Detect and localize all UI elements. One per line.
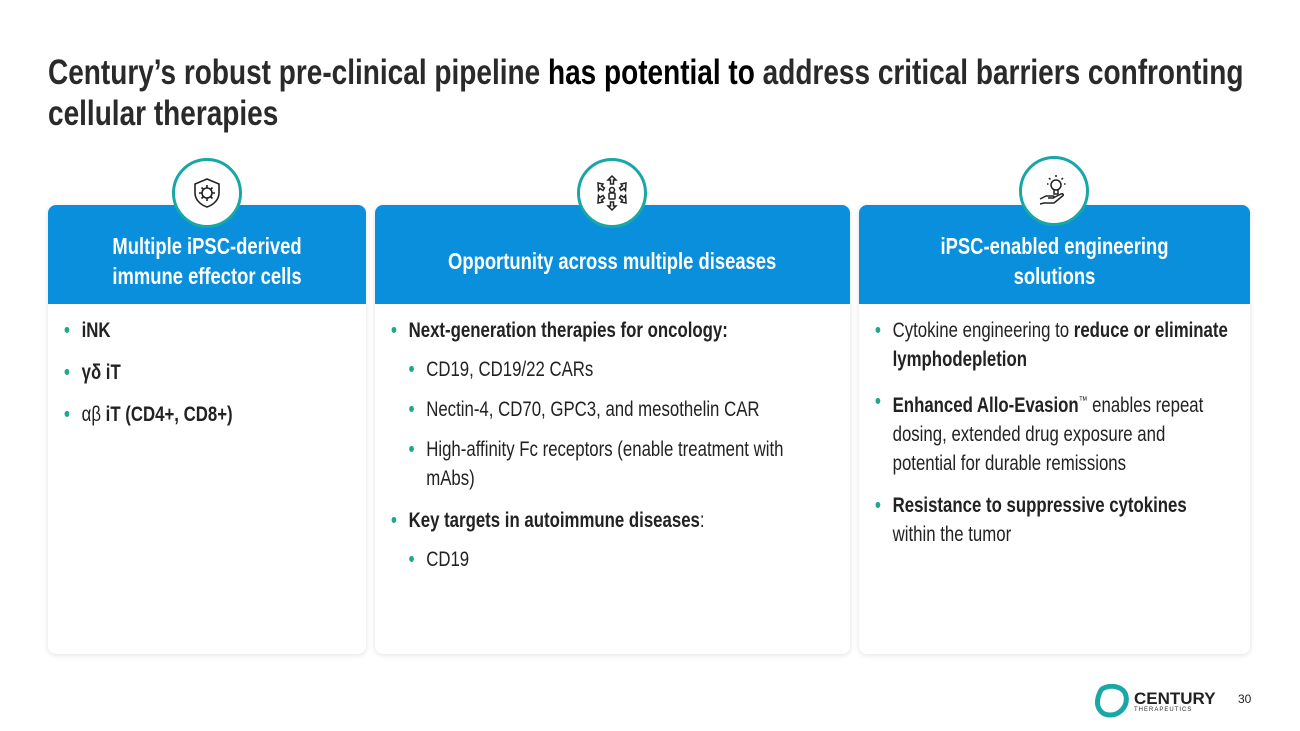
card-immune-cells: Multiple iPSC-derived immune effector ce… — [48, 205, 366, 654]
item-text: CD19 — [426, 548, 470, 571]
list-item: Nectin-4, CD70, GPC3, and mesothelin CAR — [409, 395, 807, 424]
trademark: ™ — [1078, 395, 1088, 407]
title-emphasis: has potential to — [547, 53, 755, 92]
logo-sub: THERAPEUTICS — [1134, 706, 1193, 713]
item-text: High-affinity Fc receptors (enable treat… — [426, 438, 784, 490]
item-text: : — [699, 509, 705, 532]
list-item: Next-generation therapies for oncology: … — [391, 316, 807, 493]
item-text: iNK — [81, 319, 111, 342]
card-header-text: Multiple iPSC-derived immune effector ce… — [112, 232, 302, 289]
arrows-out-person-icon — [577, 158, 647, 228]
item-text: iT (CD4+, CD8+) — [105, 403, 233, 426]
list-item: Cytokine engineering to reduce or elimin… — [875, 316, 1231, 374]
item-text: enables repeat dosing, extended drug exp… — [892, 394, 1204, 475]
century-logo: CENTURY THERAPEUTICS — [1094, 684, 1216, 718]
item-text: CD19, CD19/22 CARs — [426, 358, 594, 381]
list-item: iNK — [64, 316, 366, 345]
lightbulb-hand-icon — [1019, 156, 1089, 226]
title-part: address critical barriers confronting ce… — [48, 53, 1244, 133]
item-text: γδ iT — [81, 361, 121, 384]
shield-virus-icon — [172, 158, 242, 228]
list-item: CD19 — [409, 545, 807, 574]
card-diseases: Opportunity across multiple diseases Nex… — [375, 205, 850, 654]
item-text: Cytokine engineering to — [892, 319, 1074, 342]
logo-ring-icon — [1095, 684, 1129, 718]
list-item: αβ iT (CD4+, CD8+) — [64, 400, 366, 429]
item-text: within the tumor — [892, 523, 1012, 546]
item-text: Enhanced Allo-Evasion — [892, 394, 1079, 417]
logo-name: CENTURY — [1134, 688, 1216, 708]
list-item: γδ iT — [64, 358, 366, 387]
item-text: Resistance to suppressive cytokines — [892, 494, 1187, 517]
list-item: High-affinity Fc receptors (enable treat… — [409, 435, 807, 493]
list-item: Resistance to suppressive cytokines with… — [875, 491, 1231, 549]
item-text: Nectin-4, CD70, GPC3, and mesothelin CAR — [426, 398, 760, 421]
list-item: Key targets in autoimmune diseases: CD19 — [391, 506, 807, 574]
item-text: Next-generation therapies for oncology: — [408, 319, 728, 342]
card-header-text: iPSC-enabled engineering solutions — [940, 232, 1169, 289]
page-title: Century’s robust pre-clinical pipeline h… — [48, 52, 1268, 134]
title-part: Century’s robust pre-clinical pipeline — [48, 53, 548, 92]
page-number: 30 — [1238, 692, 1252, 706]
card-header-text: Opportunity across multiple diseases — [448, 247, 777, 274]
card-engineering: iPSC-enabled engineering solutions Cytok… — [859, 205, 1250, 654]
item-text: Key targets in autoimmune diseases — [408, 509, 700, 532]
list-item: CD19, CD19/22 CARs — [409, 355, 807, 384]
item-text: reduce or eliminate lymphodepletion — [892, 319, 1228, 371]
list-item: Enhanced Allo-Evasion™ enables repeat do… — [875, 387, 1231, 478]
item-text: αβ — [81, 403, 101, 426]
